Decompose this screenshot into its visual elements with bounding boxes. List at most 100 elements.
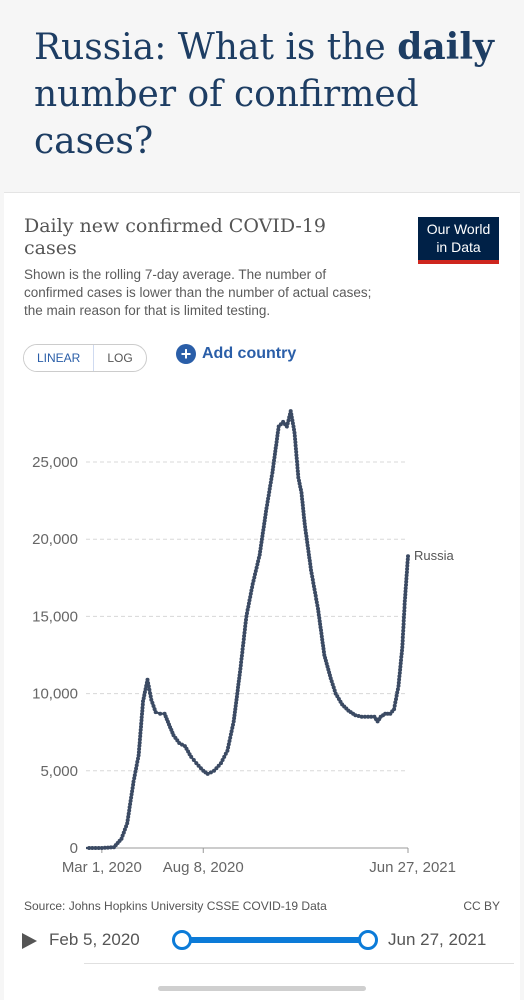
y-tick-label: 25,000 [32, 454, 78, 471]
data-point [303, 524, 308, 529]
y-tick-label: 0 [70, 840, 78, 857]
data-point [249, 588, 254, 593]
timeline-end-handle[interactable] [358, 930, 378, 950]
data-point [261, 524, 266, 529]
data-point [244, 617, 248, 622]
y-axis-ticks: 0 5,000 10,000 15,000 20,000 25,000 [32, 454, 78, 857]
data-point [309, 571, 314, 576]
data-point [308, 561, 313, 566]
data-point [145, 677, 150, 682]
data-point [285, 421, 290, 426]
data-point [139, 718, 144, 723]
data-point [241, 643, 245, 648]
data-point [227, 739, 232, 743]
data-point [102, 845, 107, 850]
data-point [149, 697, 154, 702]
data-point [140, 705, 145, 710]
data-point [305, 540, 310, 545]
data-point [294, 453, 299, 458]
data-point [292, 433, 297, 438]
data-point [401, 622, 406, 627]
data-point [400, 635, 405, 640]
data-point [265, 503, 270, 507]
data-point [246, 604, 251, 609]
timeline-start-label: Feb 5, 2020 [49, 930, 140, 949]
add-country-label: Add country [202, 345, 297, 362]
data-point [243, 621, 248, 625]
timeline-start-handle[interactable] [172, 930, 192, 950]
data-point [397, 677, 402, 682]
data-point [143, 687, 148, 691]
data-point [148, 691, 152, 696]
data-point [398, 664, 403, 669]
data-point [274, 440, 279, 444]
data-point [400, 645, 405, 650]
data-point [127, 805, 132, 810]
data-point [295, 462, 300, 467]
data-point [394, 697, 398, 702]
data-point [125, 818, 130, 823]
data-point [96, 846, 101, 850]
series-label-russia: Russia [414, 548, 455, 563]
data-point [271, 461, 276, 466]
data-point [126, 811, 131, 816]
logo-line-1: Our World [426, 221, 491, 237]
data-point [404, 570, 409, 575]
data-point [208, 770, 213, 775]
data-point [90, 846, 95, 850]
data-point [146, 681, 151, 686]
data-point [245, 611, 249, 616]
data-point [402, 602, 407, 607]
data-point [265, 499, 270, 504]
data-point [272, 452, 277, 457]
chart-tabs-strip[interactable] [84, 963, 514, 1000]
data-point [290, 418, 295, 423]
chart-title: Daily new confirmed COVID-19 cases [24, 215, 326, 259]
data-point [254, 565, 259, 570]
data-point [306, 552, 311, 557]
data-point [313, 593, 318, 598]
data-point [141, 696, 146, 701]
data-point [319, 634, 324, 639]
timeline-slider-track[interactable] [182, 937, 367, 943]
data-point [121, 830, 126, 835]
data-point [128, 798, 133, 803]
data-point [313, 590, 318, 595]
data-point [353, 713, 358, 718]
data-point [405, 567, 410, 571]
source-note[interactable]: Source: Johns Hopkins University CSSE CO… [24, 899, 327, 913]
data-point [270, 470, 275, 475]
data-point [270, 467, 275, 472]
log-scale-button[interactable]: LOG [107, 351, 133, 365]
data-point [294, 449, 299, 454]
data-point [125, 821, 130, 826]
data-point [241, 637, 246, 642]
license-link[interactable]: CC BY [463, 899, 500, 913]
data-point [268, 480, 273, 485]
page-title: Russia: What is the daily number of conf… [34, 26, 494, 162]
data-point [129, 795, 134, 800]
play-icon[interactable] [22, 933, 37, 949]
data-point [262, 518, 267, 523]
data-point [395, 687, 400, 692]
data-point [272, 455, 277, 460]
data-point [263, 512, 268, 517]
data-point [402, 605, 407, 610]
data-point [130, 786, 135, 790]
owid-logo[interactable]: Our World in Data [418, 217, 499, 264]
data-point [316, 612, 321, 617]
data-point [237, 676, 242, 681]
timeline: Feb 5, 2020 Jun 27, 2021 [22, 926, 512, 956]
timeline-end-label: Jun 27, 2021 [388, 930, 487, 949]
data-point [259, 540, 264, 545]
data-point [226, 742, 231, 747]
data-point [131, 779, 136, 784]
data-point [273, 446, 278, 451]
data-point [246, 601, 251, 606]
data-point [399, 654, 404, 659]
add-country-button[interactable]: + Add country [176, 344, 296, 364]
linear-scale-button[interactable]: LINEAR [24, 345, 95, 371]
data-point [319, 628, 323, 633]
home-indicator[interactable] [158, 986, 366, 991]
data-point [245, 607, 250, 612]
